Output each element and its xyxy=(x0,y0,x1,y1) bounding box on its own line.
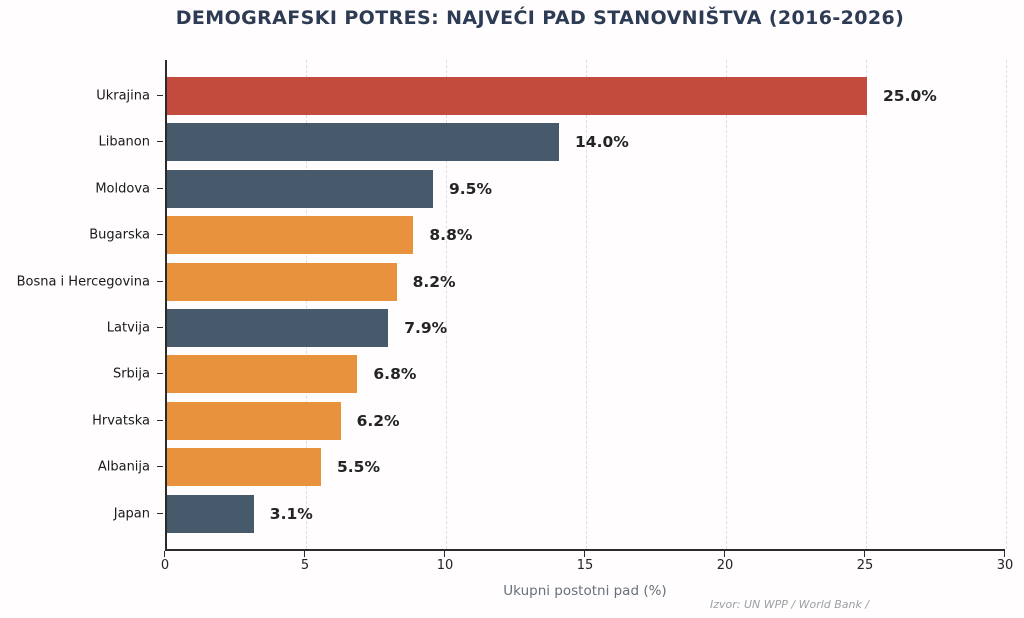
bar xyxy=(167,262,397,301)
category-label: Albanija xyxy=(97,459,150,475)
chart-title: DEMOGRAFSKI POTRES: NAJVEĆI PAD STANOVNI… xyxy=(175,7,905,29)
bar xyxy=(167,309,389,347)
x-tick-mark xyxy=(584,551,585,557)
plot-area: 25.0% 14.0% 9.5% 8.8% 8.2% 7.9% 6.8% 6.2% 5.5% 3.… xyxy=(165,60,1007,551)
x-tick-mark xyxy=(1004,551,1005,557)
x-tick-mark xyxy=(724,551,725,557)
y-tick-mark xyxy=(157,187,163,189)
category-label: Moldova xyxy=(95,181,150,197)
gridline xyxy=(586,60,587,549)
category-label: Latvija xyxy=(106,320,150,336)
category-label: Libanon xyxy=(98,134,150,150)
x-tick-label: 5 xyxy=(300,558,310,573)
x-tick-label: 20 xyxy=(716,558,734,573)
x-tick-label: 10 xyxy=(436,558,454,573)
x-tick-label: 25 xyxy=(856,558,874,573)
x-tick-mark xyxy=(164,551,165,557)
gridline xyxy=(726,60,727,549)
bar xyxy=(167,401,341,440)
category-label: Bosna i Hercegovina xyxy=(16,274,150,290)
category-label: Japan xyxy=(113,506,150,522)
x-tick-mark xyxy=(864,551,865,557)
gridline xyxy=(1006,60,1007,549)
x-tick-label: 15 xyxy=(576,558,594,573)
bar-value-label: 8.2% xyxy=(412,272,456,291)
x-tick-label: 0 xyxy=(160,558,170,573)
bar xyxy=(167,494,254,533)
y-tick-mark xyxy=(157,234,163,236)
bar xyxy=(167,169,433,208)
y-tick-mark xyxy=(157,95,163,96)
x-tick-mark xyxy=(444,551,445,557)
bar xyxy=(167,448,321,487)
bar-value-label: 25.0% xyxy=(883,87,937,105)
x-axis-label: Ukupni postotni pad (%) xyxy=(503,583,667,599)
bar-value-label: 9.5% xyxy=(449,179,492,198)
y-tick-mark xyxy=(157,512,163,514)
gridline xyxy=(306,60,307,549)
bar-value-label: 3.1% xyxy=(269,504,313,523)
bar-value-label: 5.5% xyxy=(337,458,380,477)
bar-value-label: 14.0% xyxy=(575,133,629,152)
bar-value-label: 6.2% xyxy=(356,411,400,430)
gridline xyxy=(446,60,447,549)
category-label: Bugarska xyxy=(89,227,150,243)
category-label: Srbija xyxy=(112,366,150,382)
category-label: Hrvatska xyxy=(92,413,150,429)
y-tick-mark xyxy=(157,280,163,282)
source-note: Izvor: UN WPP / World Bank / xyxy=(710,598,870,611)
bar-value-label: 8.8% xyxy=(429,226,473,245)
y-tick-mark xyxy=(157,327,163,328)
bar xyxy=(167,77,867,115)
bar-value-label: 7.9% xyxy=(404,319,448,337)
category-label: Ukrajina xyxy=(96,88,150,104)
bar xyxy=(167,355,358,394)
gridline xyxy=(866,60,867,549)
y-tick-mark xyxy=(157,141,163,143)
bar xyxy=(167,216,414,255)
bar-value-label: 6.8% xyxy=(373,365,417,384)
x-tick-label: 30 xyxy=(996,558,1014,573)
y-tick-mark xyxy=(157,373,163,375)
y-tick-mark xyxy=(157,466,163,468)
y-tick-mark xyxy=(157,419,163,421)
bar xyxy=(167,123,559,162)
x-tick-mark xyxy=(304,551,305,557)
